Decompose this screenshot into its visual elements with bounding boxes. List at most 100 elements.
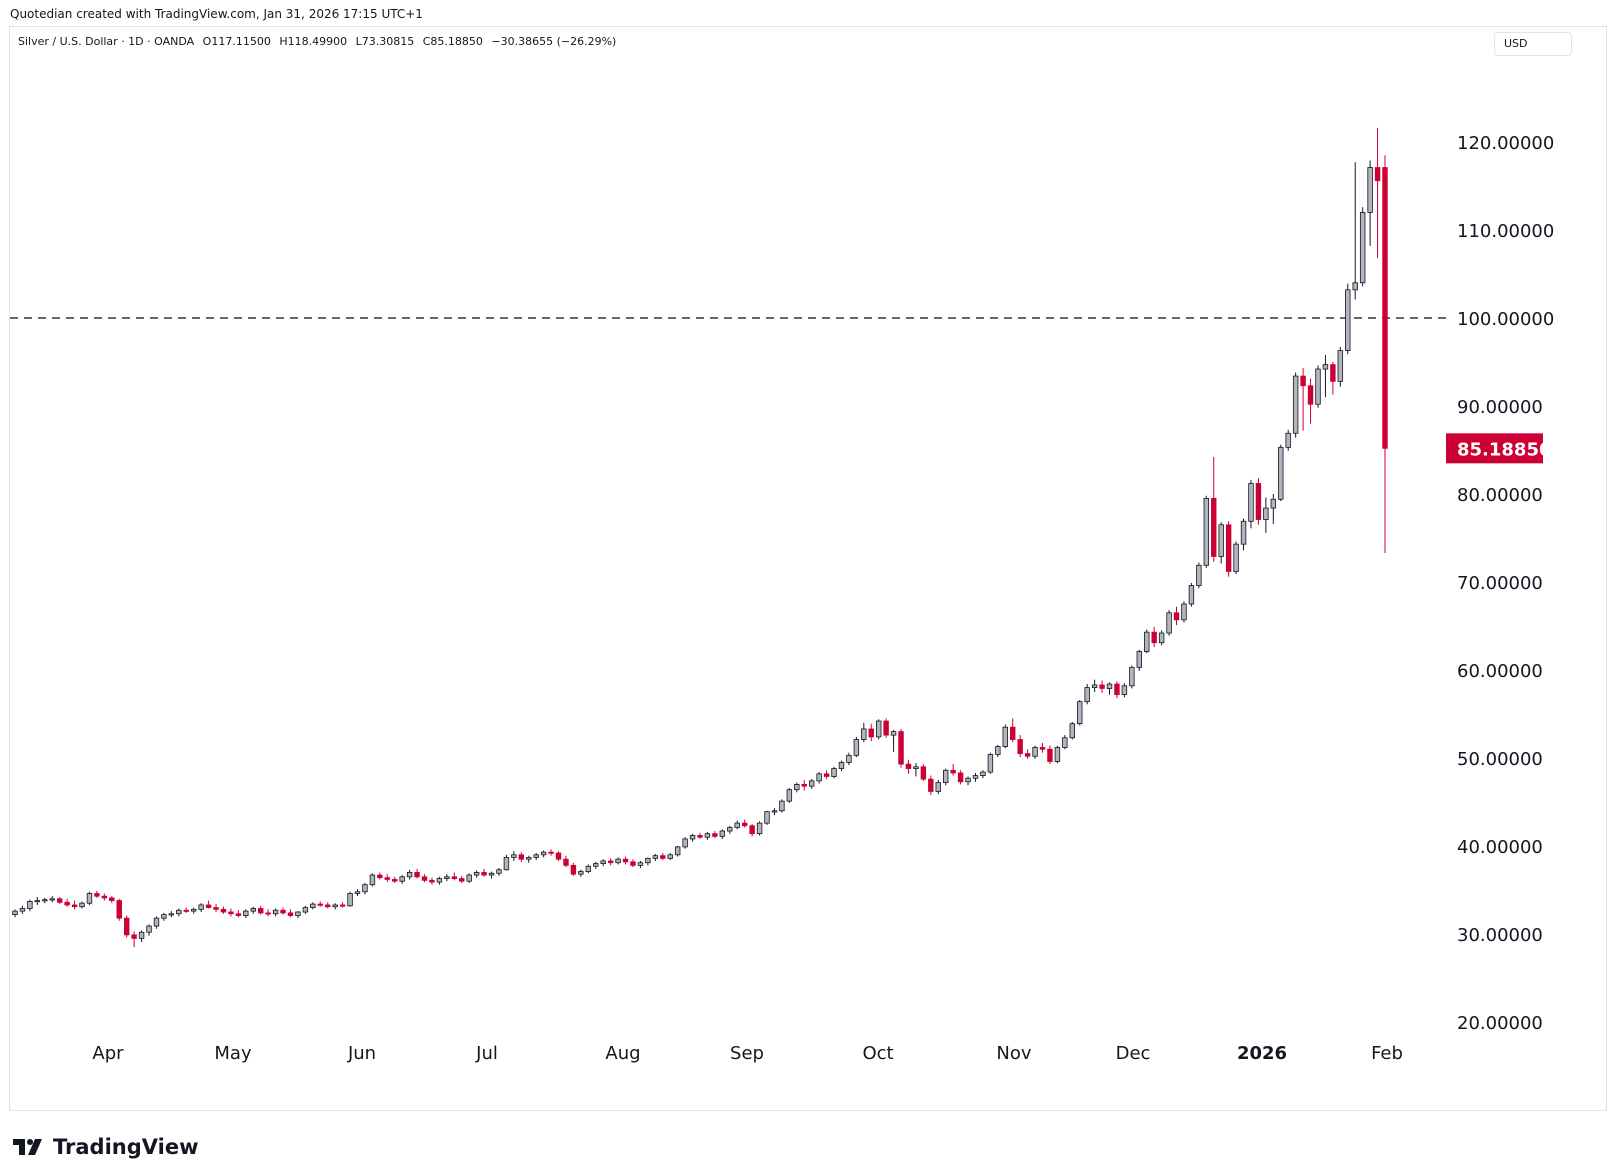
candle-body <box>377 874 383 879</box>
candle <box>593 861 599 869</box>
candle-body <box>630 861 636 866</box>
x-tick-label: 2026 <box>1237 1043 1287 1064</box>
candle <box>198 903 204 912</box>
candle <box>1255 478 1262 525</box>
candle <box>1248 479 1254 529</box>
candle <box>1233 541 1239 575</box>
candle <box>1218 522 1224 564</box>
legend-high: H118.49900 <box>279 35 348 48</box>
candle <box>384 874 390 883</box>
candle-body <box>555 852 562 860</box>
candle-body <box>965 777 971 783</box>
candle <box>1359 207 1366 287</box>
candle <box>533 853 539 861</box>
candle <box>1136 649 1143 671</box>
candle <box>19 905 26 914</box>
candle-body <box>1374 167 1381 182</box>
candle-body <box>607 860 614 864</box>
candle <box>421 874 428 883</box>
candle-body <box>1203 497 1210 566</box>
candle-body <box>1315 368 1321 405</box>
candle <box>317 901 323 907</box>
candle-body <box>890 731 897 736</box>
candle-body <box>34 900 41 903</box>
candle <box>302 905 309 914</box>
candle <box>905 759 912 774</box>
candle <box>1069 721 1075 740</box>
candle <box>243 909 249 919</box>
candle <box>689 833 696 842</box>
candle-body <box>1121 685 1128 696</box>
candle <box>972 772 979 782</box>
candle-body <box>1002 726 1008 747</box>
candle-body <box>339 904 346 907</box>
candle <box>459 875 465 883</box>
candle-body <box>637 862 644 866</box>
candle-body <box>957 772 964 783</box>
candle-body <box>347 893 353 907</box>
candle-body <box>220 908 227 913</box>
candle <box>756 821 763 836</box>
candle <box>1114 681 1120 699</box>
y-axis[interactable]: 20.00000 30.00000 40.00000 50.00000 60.00000… <box>1457 133 1554 1034</box>
candle <box>1196 562 1202 589</box>
candle <box>913 763 919 777</box>
candle-body <box>1091 684 1098 689</box>
tradingview-logo[interactable]: TradingView <box>11 1135 198 1159</box>
candle-body <box>265 912 271 915</box>
candle <box>79 901 85 909</box>
candle-body <box>1077 701 1083 725</box>
candle <box>935 780 941 795</box>
candle-body <box>816 773 822 782</box>
candle <box>928 775 934 795</box>
candle-body <box>913 766 919 769</box>
candle <box>123 915 130 938</box>
candle-body <box>652 855 659 859</box>
candle <box>853 736 860 758</box>
candle-body <box>674 846 681 856</box>
candle <box>1188 582 1195 607</box>
x-axis[interactable]: Apr May Jun Jul Aug Sep Oct Nov Dec 2026 Feb <box>92 1043 1403 1064</box>
candle-body <box>101 895 108 899</box>
candle-body <box>875 720 882 738</box>
candle-body <box>392 879 398 882</box>
x-tick-label: Aug <box>605 1043 640 1064</box>
candle-body <box>1218 524 1224 557</box>
currency-selector[interactable]: USD <box>1494 32 1572 56</box>
candle-body <box>1188 585 1195 605</box>
candle <box>957 770 964 785</box>
candle-body <box>622 858 629 863</box>
candle-body <box>1359 211 1366 284</box>
candle-body <box>533 854 539 858</box>
candle-body <box>667 854 673 859</box>
candle-body <box>570 864 577 875</box>
legend-symbol[interactable]: Silver / U.S. Dollar · 1D · OANDA <box>18 35 195 48</box>
candle <box>1203 495 1210 568</box>
candle-body <box>950 769 956 774</box>
symbol-legend: Silver / U.S. Dollar · 1D · OANDA O117.1… <box>18 35 621 48</box>
candle-body <box>1166 612 1172 634</box>
candle <box>764 810 770 825</box>
candle-body <box>1345 289 1351 351</box>
x-tick-label: Oct <box>862 1043 893 1064</box>
candle <box>429 877 435 885</box>
candle-body <box>645 857 651 864</box>
candle <box>786 787 793 803</box>
candle <box>719 829 726 839</box>
candle <box>451 872 458 881</box>
candle <box>272 908 279 917</box>
candle-body <box>846 754 852 763</box>
candle-body <box>831 768 837 777</box>
candle-body <box>79 902 85 908</box>
candle <box>250 906 256 914</box>
candle-body <box>414 872 420 878</box>
y-tick-label: 100.00000 <box>1457 309 1554 330</box>
candle-body <box>928 778 934 792</box>
candle <box>213 904 219 912</box>
candle-body <box>1263 507 1269 520</box>
candle <box>808 779 815 789</box>
candle-body <box>1367 167 1373 213</box>
candle <box>347 891 353 907</box>
candle-body <box>518 854 525 860</box>
